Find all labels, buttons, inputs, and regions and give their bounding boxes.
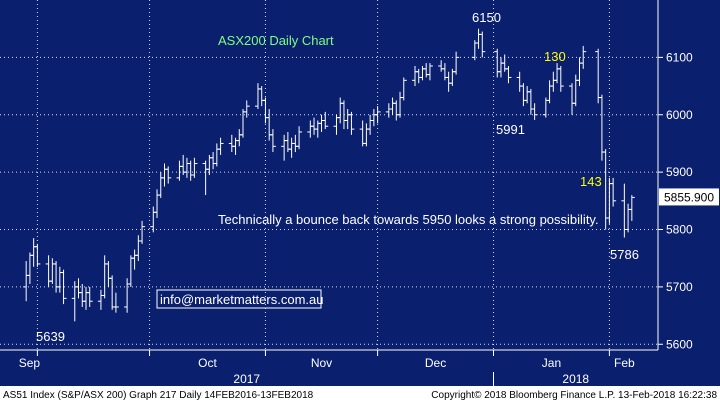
- year-label: 2017: [233, 372, 260, 386]
- footer-left: AS51 Index (S&P/ASX 200) Graph 217 Daily…: [3, 390, 314, 401]
- ohlc-bar: [400, 77, 407, 101]
- y-axis-panel: [658, 0, 720, 350]
- ohlc-bar: [322, 111, 329, 130]
- y-tick-label: 5700: [666, 280, 693, 294]
- label-6150: 6150: [472, 10, 501, 25]
- x-tick-label: Sep: [19, 356, 41, 370]
- email-box: [156, 289, 322, 309]
- x-ticks-layer: Sep Oct Nov Dec Jan Feb 2017 2018: [19, 350, 635, 386]
- ohlc-bar: [531, 103, 538, 120]
- x-tick-label: Jan: [542, 356, 561, 370]
- footer-band: [0, 386, 720, 403]
- footer-right: Copyright© 2018 Bloomberg Finance L.P. 1…: [431, 390, 717, 401]
- ohlc-bar: [296, 126, 303, 150]
- ohlc-bar: [557, 65, 564, 92]
- ohlc-bar: [628, 195, 635, 221]
- ohlc-bar: [34, 243, 41, 267]
- y-ticks-layer: 5600 5700 5800 5900 6000 6100: [658, 50, 693, 351]
- label-5991: 5991: [496, 122, 525, 137]
- last-price-box: [659, 188, 719, 206]
- ohlc-bar: [479, 31, 486, 58]
- label-130: 130: [544, 49, 566, 64]
- ohlc-bar: [610, 177, 617, 207]
- y-tick-label: 5900: [666, 165, 693, 179]
- ohlc-bar: [426, 63, 433, 81]
- plot-area: [0, 0, 658, 350]
- y-tick-label: 6000: [666, 108, 693, 122]
- x-tick-label: Nov: [311, 356, 332, 370]
- label-5639: 5639: [36, 329, 65, 344]
- ohlc-bar: [580, 45, 587, 69]
- x-tick-label: Oct: [198, 356, 217, 370]
- y-tick-label: 5800: [666, 223, 693, 237]
- bars-layer: [23, 28, 635, 322]
- ohlc-bar: [505, 65, 512, 84]
- last-price-label: 5855.900: [664, 190, 714, 204]
- y-tick-label: 5600: [666, 337, 693, 351]
- label-5786: 5786: [610, 247, 639, 262]
- grid-layer: [0, 0, 658, 350]
- ohlc-bar: [60, 269, 67, 305]
- label-143: 143: [580, 174, 602, 189]
- email-text: info@marketmatters.com.au: [160, 292, 323, 307]
- ohlc-bar: [139, 220, 146, 244]
- x-tick-label: Dec: [425, 356, 446, 370]
- commentary-text: Technically a bounce back towards 5950 l…: [218, 212, 599, 227]
- ohlc-bar: [348, 111, 355, 135]
- ohlc-bar: [374, 106, 381, 124]
- ohlc-bar: [243, 100, 250, 118]
- ohlc-bar: [112, 292, 119, 313]
- ohlc-bar: [165, 166, 172, 184]
- ohlc-bar: [269, 129, 276, 153]
- chart-title: ASX200 Daily Chart: [218, 33, 334, 48]
- ohlc-bar: [453, 51, 460, 75]
- x-tick-label: Feb: [614, 356, 635, 370]
- year-label: 2018: [562, 372, 589, 386]
- x-axis-panel: [0, 350, 720, 386]
- y-tick-label: 6100: [666, 50, 693, 64]
- ohlc-bar: [191, 157, 198, 178]
- ohlc-bar: [86, 286, 93, 307]
- ohlc-bar: [217, 137, 224, 155]
- last-price-tag: 5855.900: [659, 188, 719, 206]
